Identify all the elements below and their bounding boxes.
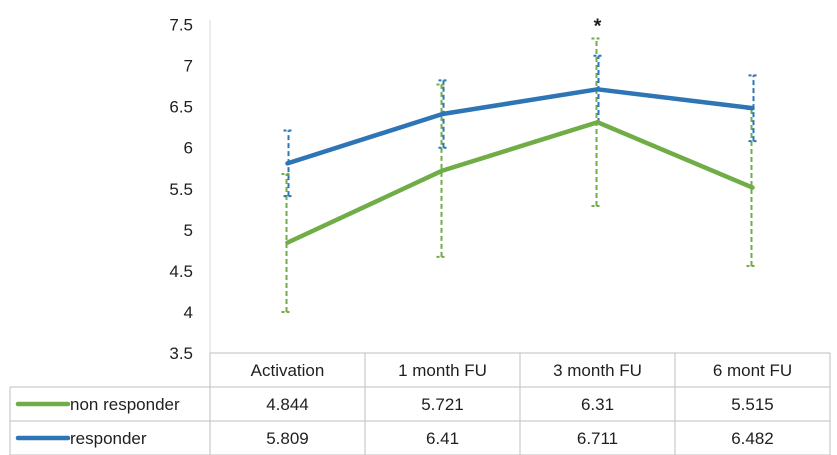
x-category-label: 1 month FU xyxy=(398,361,487,380)
data-value-cell: 5.515 xyxy=(731,395,774,414)
legend-label: responder xyxy=(70,429,147,448)
data-table: Activation 1 month FU 3 month FU 6 mont FU n… xyxy=(9,352,831,455)
y-tick-label: 6.5 xyxy=(169,98,193,117)
data-value-cell: 5.809 xyxy=(266,429,309,448)
data-value-cell: 6.711 xyxy=(577,429,618,448)
x-category-label: 3 month FU xyxy=(553,361,642,380)
data-point xyxy=(440,112,445,117)
y-tick-label: 5 xyxy=(184,221,193,240)
y-tick-label: 4 xyxy=(184,303,193,322)
data-point xyxy=(285,161,290,166)
data-value-cell: 6.482 xyxy=(731,429,774,448)
y-tick-label: 6 xyxy=(184,139,193,158)
x-category-label: 6 mont FU xyxy=(713,361,792,380)
series-line-non-responder xyxy=(285,119,755,245)
series-line-responder xyxy=(285,87,755,166)
y-tick-label: 7.5 xyxy=(169,16,193,35)
data-point xyxy=(750,185,755,190)
x-category-label: Activation xyxy=(251,361,325,380)
significance-marker: * xyxy=(594,15,602,37)
data-point xyxy=(595,87,600,92)
data-point xyxy=(750,106,755,111)
data-value-cell: 6.41 xyxy=(426,429,459,448)
data-point xyxy=(285,240,290,245)
error-bars xyxy=(281,37,759,313)
series-lines xyxy=(285,87,755,245)
y-tick-label: 3.5 xyxy=(169,344,193,363)
data-value-cell: 4.844 xyxy=(266,395,309,414)
data-value-cell: 6.31 xyxy=(581,395,614,414)
y-tick-label: 5.5 xyxy=(169,180,193,199)
y-tick-label: 4.5 xyxy=(169,262,193,281)
data-point xyxy=(440,168,445,173)
y-axis-ticks: 7.5 7 6.5 6 5.5 5 4.5 4 3.5 xyxy=(169,16,193,364)
y-tick-label: 7 xyxy=(184,57,193,76)
data-value-cell: 5.721 xyxy=(421,395,464,414)
legend-label: non responder xyxy=(70,395,180,414)
data-point xyxy=(595,120,600,125)
